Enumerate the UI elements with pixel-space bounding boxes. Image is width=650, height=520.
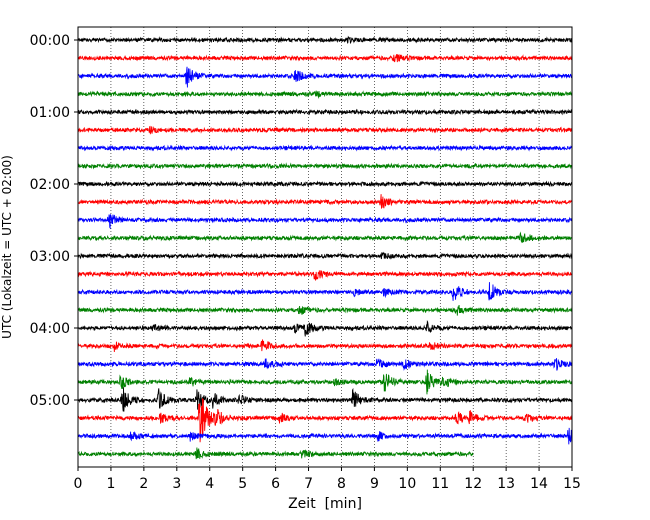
seismic-trace bbox=[77, 282, 573, 301]
grid-lines bbox=[110, 27, 540, 467]
x-tick-label: 8 bbox=[337, 476, 346, 492]
seismic-trace bbox=[77, 369, 573, 395]
x-tick-label: 13 bbox=[497, 476, 515, 492]
seismic-trace bbox=[77, 251, 573, 260]
seismic-trace bbox=[77, 90, 573, 99]
seismic-trace bbox=[77, 162, 573, 170]
seismic-trace bbox=[77, 144, 573, 152]
y-tick-label: 00:00 bbox=[30, 33, 70, 49]
seismic-trace bbox=[77, 339, 573, 352]
x-tick-label: 2 bbox=[139, 476, 148, 492]
x-tick-label: 9 bbox=[370, 476, 379, 492]
y-tick-label: 01:00 bbox=[30, 105, 70, 121]
seismic-trace bbox=[77, 304, 573, 316]
y-tick-label: 03:00 bbox=[30, 249, 70, 265]
x-axis-ticks: 0 1 2 3 4 5 6 7 8 9 10 11 12 13 14 15 bbox=[74, 467, 581, 492]
seismic-trace bbox=[77, 447, 474, 460]
seismic-trace bbox=[77, 231, 573, 244]
seismic-trace bbox=[77, 427, 573, 445]
traces bbox=[77, 35, 573, 460]
y-tick-label: 05:00 bbox=[30, 393, 70, 409]
seismic-trace bbox=[77, 387, 573, 412]
seismic-trace bbox=[77, 270, 573, 281]
x-tick-label: 3 bbox=[172, 476, 181, 492]
seismic-trace bbox=[77, 35, 573, 45]
x-tick-label: 14 bbox=[530, 476, 548, 492]
seismic-trace bbox=[77, 319, 573, 337]
x-tick-label: 0 bbox=[74, 476, 83, 492]
x-tick-label: 4 bbox=[205, 476, 214, 492]
seismic-trace bbox=[77, 358, 573, 371]
seismic-trace bbox=[77, 125, 573, 135]
x-tick-label: 1 bbox=[106, 476, 115, 492]
seismic-trace bbox=[77, 214, 573, 230]
x-axis-label: Zeit [min] bbox=[288, 496, 362, 512]
y-axis-label: UTC (Lokalzeit = UTC + 02:00) bbox=[0, 155, 14, 339]
y-axis-ticks: 00:00 01:00 02:00 03:00 04:00 05:00 bbox=[30, 33, 78, 409]
x-tick-label: 10 bbox=[398, 476, 416, 492]
x-tick-label: 7 bbox=[304, 476, 313, 492]
plot-frame bbox=[77, 26, 573, 468]
seismic-trace bbox=[77, 398, 573, 443]
seismic-trace bbox=[77, 180, 573, 188]
seismic-trace bbox=[77, 108, 573, 116]
seismic-trace bbox=[77, 66, 573, 88]
x-tick-label: 15 bbox=[563, 476, 581, 492]
y-tick-label: 02:00 bbox=[30, 177, 70, 193]
x-tick-label: 5 bbox=[238, 476, 247, 492]
x-tick-label: 6 bbox=[271, 476, 280, 492]
x-tick-label: 11 bbox=[431, 476, 449, 492]
y-tick-label: 04:00 bbox=[30, 321, 70, 337]
seismic-trace bbox=[77, 194, 573, 209]
x-tick-label: 12 bbox=[464, 476, 482, 492]
seismic-trace bbox=[77, 53, 573, 63]
